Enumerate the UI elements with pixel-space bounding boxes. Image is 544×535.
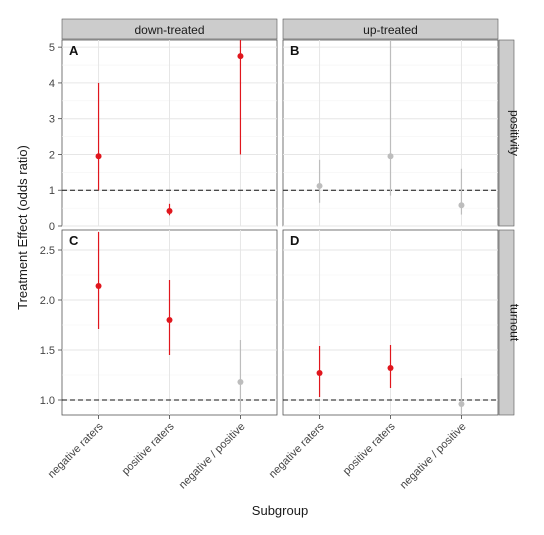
panel-tag: A xyxy=(69,43,79,58)
point-estimate xyxy=(95,153,102,160)
column-strip-label: up-treated xyxy=(363,23,418,37)
row-strip-label: turnout xyxy=(508,304,522,342)
point-estimate xyxy=(166,207,173,214)
column-strip-label: down-treated xyxy=(134,23,204,37)
y-tick-label: 4 xyxy=(49,78,55,90)
x-tick-label: positive raters xyxy=(120,420,177,477)
y-tick-label: 2.5 xyxy=(40,245,55,257)
point-estimate xyxy=(237,379,244,385)
y-tick-label: 1.5 xyxy=(40,345,55,357)
y-tick-label: 1.0 xyxy=(40,395,55,407)
x-axis-title: Subgroup xyxy=(252,503,308,518)
x-tick-label: positive raters xyxy=(341,420,398,477)
x-tick-label: negative / positive xyxy=(398,421,469,492)
point-estimate xyxy=(237,53,244,60)
column-strip xyxy=(282,18,499,40)
point-estimate xyxy=(458,401,465,407)
column-strip xyxy=(61,18,278,40)
y-tick-label: 5 xyxy=(49,42,55,54)
row-strip-label: positivity xyxy=(508,110,522,156)
x-tick-label: negative raters xyxy=(267,420,327,480)
point-estimate xyxy=(387,153,394,160)
panel-tag: D xyxy=(290,233,299,248)
point-estimate xyxy=(316,370,323,376)
panel-tag: C xyxy=(69,233,79,248)
x-tick-label: negative / positive xyxy=(177,421,248,492)
point-estimate xyxy=(316,182,323,189)
point-estimate xyxy=(95,283,102,289)
y-tick-label: 1 xyxy=(49,185,55,197)
y-tick-label: 3 xyxy=(49,114,55,126)
y-axis-title: Treatment Effect (odds ratio) xyxy=(15,145,30,310)
row-strip xyxy=(498,39,515,227)
x-tick-label: negative raters xyxy=(46,420,106,480)
point-estimate xyxy=(458,202,465,209)
y-tick-label: 2.0 xyxy=(40,295,55,307)
point-estimate xyxy=(387,365,394,371)
point-estimate xyxy=(166,317,173,323)
row-strip xyxy=(498,229,515,416)
panel-tag: B xyxy=(290,43,299,58)
y-tick-label: 2 xyxy=(49,149,55,161)
y-tick-label: 0 xyxy=(49,221,55,233)
